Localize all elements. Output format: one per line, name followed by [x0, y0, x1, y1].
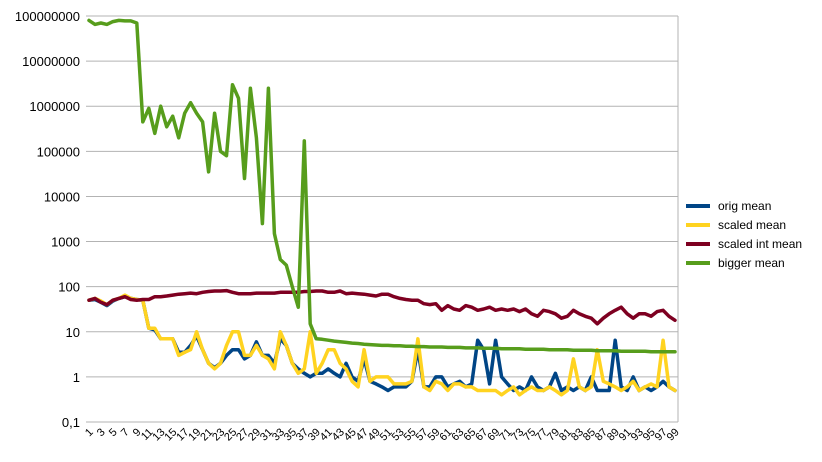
- x-tick-label: 5: [107, 426, 120, 439]
- y-axis-tick-labels: 0,1 1 10 100 1000 10000 100000 1000000 10000000 1…: [15, 9, 80, 430]
- y-tick-label: 0,1: [62, 415, 80, 430]
- legend-swatch: [686, 203, 710, 208]
- series-lines: [87, 18, 677, 397]
- y-tick-label: 1000000: [29, 99, 80, 114]
- legend-item-orig-mean: orig mean: [686, 196, 802, 215]
- legend-label: orig mean: [718, 198, 772, 213]
- y-tick-label: 10000000: [22, 54, 80, 69]
- legend-label: scaled mean: [718, 217, 787, 232]
- legend-label: scaled int mean: [718, 236, 803, 251]
- legend-swatch: [686, 241, 710, 246]
- y-tick-label: 10000: [44, 189, 80, 204]
- x-tick-label: 3: [95, 426, 108, 439]
- legend-label: bigger mean: [718, 255, 785, 270]
- legend-swatch: [686, 260, 710, 265]
- y-tick-label: 100000000: [15, 9, 80, 24]
- legend-item-scaled-int-mean: scaled int mean: [686, 234, 802, 253]
- x-axis-tick-labels: 1 3 5 7 911131517192123252729313335373941434…: [83, 426, 682, 443]
- legend-item-bigger-mean: bigger mean: [686, 253, 802, 272]
- legend-swatch: [686, 222, 710, 227]
- legend: orig mean scaled mean scaled int mean bi…: [686, 196, 802, 272]
- series-line-bigger-mean: [87, 18, 677, 354]
- x-tick-label: 1: [83, 426, 96, 439]
- legend-item-scaled-mean: scaled mean: [686, 215, 802, 234]
- y-tick-label: 100000: [37, 144, 80, 159]
- y-tick-label: 100: [58, 280, 80, 295]
- y-tick-label: 1000: [51, 235, 80, 250]
- gridlines: [86, 15, 679, 423]
- x-tick-label: 7: [119, 426, 132, 439]
- x-tick-label: 99: [665, 426, 682, 443]
- y-tick-label: 10: [66, 325, 80, 340]
- series-line-scaled-int-mean: [87, 288, 677, 326]
- y-tick-label: 1: [73, 370, 80, 385]
- series-line-scaled-mean: [87, 293, 677, 397]
